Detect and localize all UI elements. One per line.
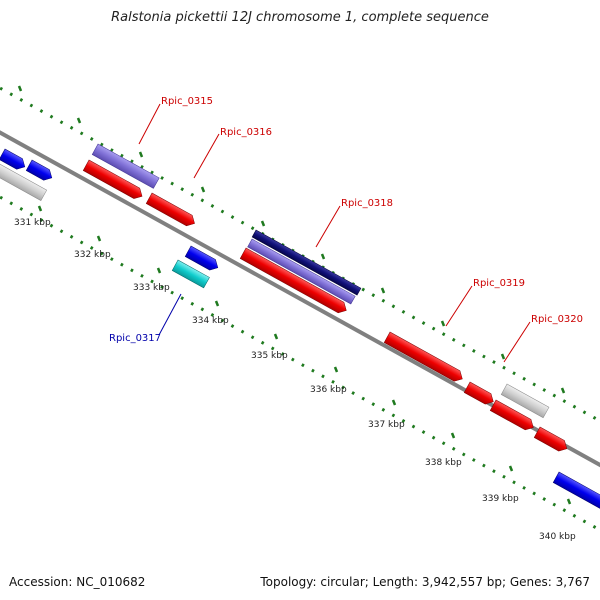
gene-label-rpic-0316[interactable]: Rpic_0316: [220, 127, 272, 138]
gene-feature-red-3[interactable]: [463, 381, 496, 407]
inner-major-ticks: [37, 205, 572, 505]
outer-major-ticks: [17, 85, 566, 394]
gene-label-rpic-0319[interactable]: Rpic_0319: [473, 278, 525, 289]
gene-feature-red-2[interactable]: [239, 247, 349, 316]
tick-label-331: 331 kbp: [14, 218, 51, 228]
gene-feature-rpic-0320[interactable]: [500, 383, 550, 419]
gene-label-leaders: [138, 103, 531, 363]
gene-labels: Rpic_0315 Rpic_0316 Rpic_0317 Rpic_0318 …: [109, 96, 583, 344]
gene-features: [0, 143, 600, 510]
gene-label-rpic-0317[interactable]: Rpic_0317: [109, 333, 161, 344]
gene-label-rpic-0318[interactable]: Rpic_0318: [341, 198, 393, 209]
gene-feature-rpic-0315[interactable]: [91, 143, 160, 189]
tick-label-333: 333 kbp: [133, 283, 170, 293]
tick-label-336: 336 kbp: [310, 385, 347, 395]
tick-label-337: 337 kbp: [368, 420, 405, 430]
gene-feature-rpic-0317[interactable]: [171, 259, 210, 289]
gene-feature-blue-4[interactable]: [552, 471, 600, 510]
gene-feature-rpic-0318[interactable]: [251, 229, 362, 296]
tick-label-335: 335 kbp: [251, 351, 288, 361]
gene-feature-blue-1[interactable]: [0, 148, 28, 172]
tick-label-338: 338 kbp: [425, 458, 462, 468]
gene-feature-blue-3[interactable]: [184, 245, 221, 273]
inner-dotted-track: [0, 195, 600, 532]
gene-feature-rpic-0319[interactable]: [383, 331, 465, 384]
gene-feature-red-5[interactable]: [533, 426, 570, 454]
topology-summary-text: Topology: circular; Length: 3,942,557 bp…: [260, 575, 590, 589]
tick-label-339: 339 kbp: [482, 494, 519, 504]
gene-label-rpic-0315[interactable]: Rpic_0315: [161, 96, 213, 107]
map-title: Ralstonia pickettii 12J chromosome 1, co…: [111, 10, 489, 25]
gene-feature-red-4[interactable]: [489, 399, 536, 433]
tick-label-334: 334 kbp: [192, 316, 229, 326]
gene-label-rpic-0320[interactable]: Rpic_0320: [531, 314, 583, 325]
gene-feature-lavender-2[interactable]: [247, 238, 356, 305]
tick-label-340: 340 kbp: [539, 532, 576, 542]
chromosome-backbone: [0, 130, 600, 468]
accession-text: Accession: NC_010682: [9, 575, 146, 589]
tick-labels: 331 kbp 332 kbp 333 kbp 334 kbp 335 kbp …: [14, 218, 576, 542]
gene-feature-gray-1[interactable]: [0, 161, 48, 201]
outer-dotted-track: [0, 86, 600, 423]
gene-feature-blue-2[interactable]: [25, 159, 55, 183]
gene-feature-rpic-0316[interactable]: [145, 192, 197, 229]
gene-feature-red-1[interactable]: [82, 159, 145, 202]
tick-label-332: 332 kbp: [74, 250, 111, 260]
